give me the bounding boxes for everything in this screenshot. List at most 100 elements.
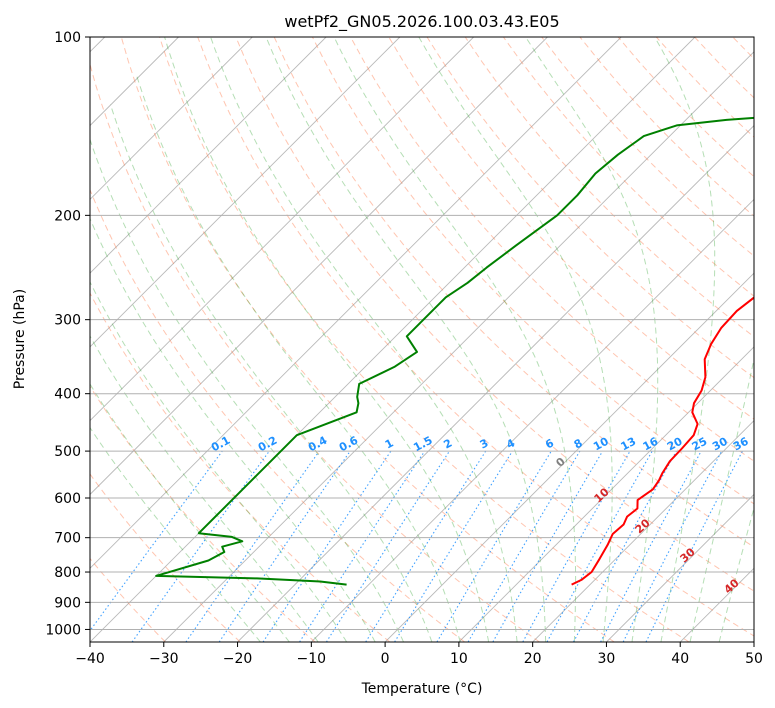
y-tick-label: 800 (54, 565, 81, 581)
dry-adiabat (771, 37, 775, 642)
y-tick-label: 500 (54, 444, 81, 460)
x-tick-label: −40 (75, 651, 105, 667)
x-axis: −40 −30 −20 −10 0 10 20 30 40 50 (75, 642, 763, 667)
mixing-ratio-label: 20 (665, 435, 685, 454)
y-axis-label: Pressure (hPa) (12, 289, 28, 389)
mixing-ratio-line (522, 450, 631, 642)
isotherm-line (311, 198, 754, 642)
y-tick-label: 1000 (45, 622, 81, 638)
isotherm-line (90, 37, 401, 348)
dry-adiabat (464, 37, 754, 338)
moist-adiabat (90, 137, 405, 642)
mixing-ratio-label: 6 (543, 436, 556, 451)
isotherm-line (90, 37, 622, 569)
moist-adiabat (90, 217, 376, 642)
dry-adiabat (120, 37, 615, 642)
mixing-ratio-line (546, 450, 653, 642)
moist-adiabat (135, 72, 461, 642)
x-tick-label: 40 (671, 651, 689, 667)
x-tick-label: 0 (381, 651, 390, 667)
mixing-ratio-label: 10 (591, 435, 611, 454)
x-tick-label: 50 (745, 651, 763, 667)
chart-title: wetPf2_GN05.2026.100.03.43.E05 (284, 12, 559, 32)
isotherm-line (90, 37, 696, 642)
moist-adiabat-label: 20 (633, 516, 653, 536)
pressure-gridlines (90, 36, 754, 630)
mixing-ratio-label: 4 (504, 436, 517, 451)
mixing-ratio-label: 13 (619, 435, 639, 454)
moist-adiabat (90, 426, 261, 642)
isotherm-line (90, 37, 474, 422)
x-tick-label: 20 (524, 651, 542, 667)
y-tick-label: 600 (54, 491, 81, 507)
moist-adiabat (333, 37, 577, 642)
dry-adiabat (197, 37, 754, 637)
moist-adiabat (689, 356, 754, 642)
x-tick-label: −20 (223, 651, 253, 667)
isotherm-line (90, 37, 548, 496)
reference-lines (90, 37, 775, 642)
isotherm-line (384, 272, 754, 642)
x-tick-label: −10 (297, 651, 327, 667)
dry-adiabat (90, 385, 316, 642)
isotherm-line (679, 567, 754, 642)
mixing-ratio-label: 25 (690, 435, 710, 454)
mixing-ratio-line (90, 450, 223, 632)
dewpoint-profile-line (155, 116, 754, 586)
mixing-ratio-line (325, 450, 450, 642)
mixing-ratio-label: 30 (710, 435, 730, 454)
moist-adiabat (718, 505, 754, 642)
dry-adiabat (388, 37, 754, 420)
dry-adiabat (235, 37, 754, 592)
isotherm-line (532, 420, 754, 642)
dry-adiabat (159, 37, 690, 642)
dry-adiabat (90, 292, 391, 642)
moist-adiabat-label: 40 (722, 576, 742, 596)
moist-adiabat (210, 37, 518, 642)
mixing-ratio-label: 3 (478, 436, 491, 451)
isotherm-line (90, 37, 253, 200)
y-tick-label: 100 (54, 30, 81, 46)
reference-line-labels: 0.10.20.40.611.52346810131620253036-100-… (209, 434, 751, 597)
moist-adiabat (265, 37, 547, 642)
dry-adiabat (90, 188, 465, 642)
y-tick-label: 400 (54, 387, 81, 403)
isotherm-line (458, 346, 754, 642)
y-tick-label: 300 (54, 313, 81, 329)
dry-adiabat (350, 37, 754, 462)
y-axis: 100 200 300 400 500 600 700 800 900 1000 (45, 30, 90, 638)
moist-adiabat (90, 280, 348, 642)
x-tick-label: 30 (598, 651, 616, 667)
mixing-ratio-label: 36 (731, 435, 751, 454)
mixing-ratio-line (622, 450, 723, 642)
mixing-ratio-line (218, 450, 351, 642)
moist-adiabat (525, 37, 659, 642)
isotherm-line (90, 37, 327, 274)
dry-adiabat (541, 37, 754, 257)
mixing-ratio-line (436, 450, 552, 642)
dry-adiabat (273, 37, 754, 548)
dry-adiabat (90, 62, 540, 642)
moist-adiabat-label: 30 (678, 545, 698, 565)
dry-adiabat (426, 37, 754, 379)
y-tick-label: 700 (54, 531, 81, 547)
moist-adiabat (90, 383, 290, 642)
mixing-ratio-label: 16 (641, 435, 661, 454)
moist-adiabat (654, 37, 716, 642)
y-tick-label: 900 (54, 595, 81, 611)
dry-adiabat (694, 37, 754, 99)
mixing-ratio-line (185, 450, 320, 642)
dry-adiabat (311, 37, 754, 505)
profile-series (155, 116, 754, 586)
mixing-ratio-line (394, 450, 513, 642)
mixing-ratio-line (131, 450, 270, 642)
dry-adiabat (655, 37, 754, 138)
x-tick-label: −30 (149, 651, 179, 667)
mixing-ratio-line (573, 450, 677, 642)
mixing-ratio-line (645, 450, 743, 642)
temperature-profile-line (571, 296, 754, 586)
isotherm-line (753, 641, 754, 642)
x-tick-label: 10 (450, 651, 468, 667)
mixing-ratio-line (365, 450, 487, 642)
